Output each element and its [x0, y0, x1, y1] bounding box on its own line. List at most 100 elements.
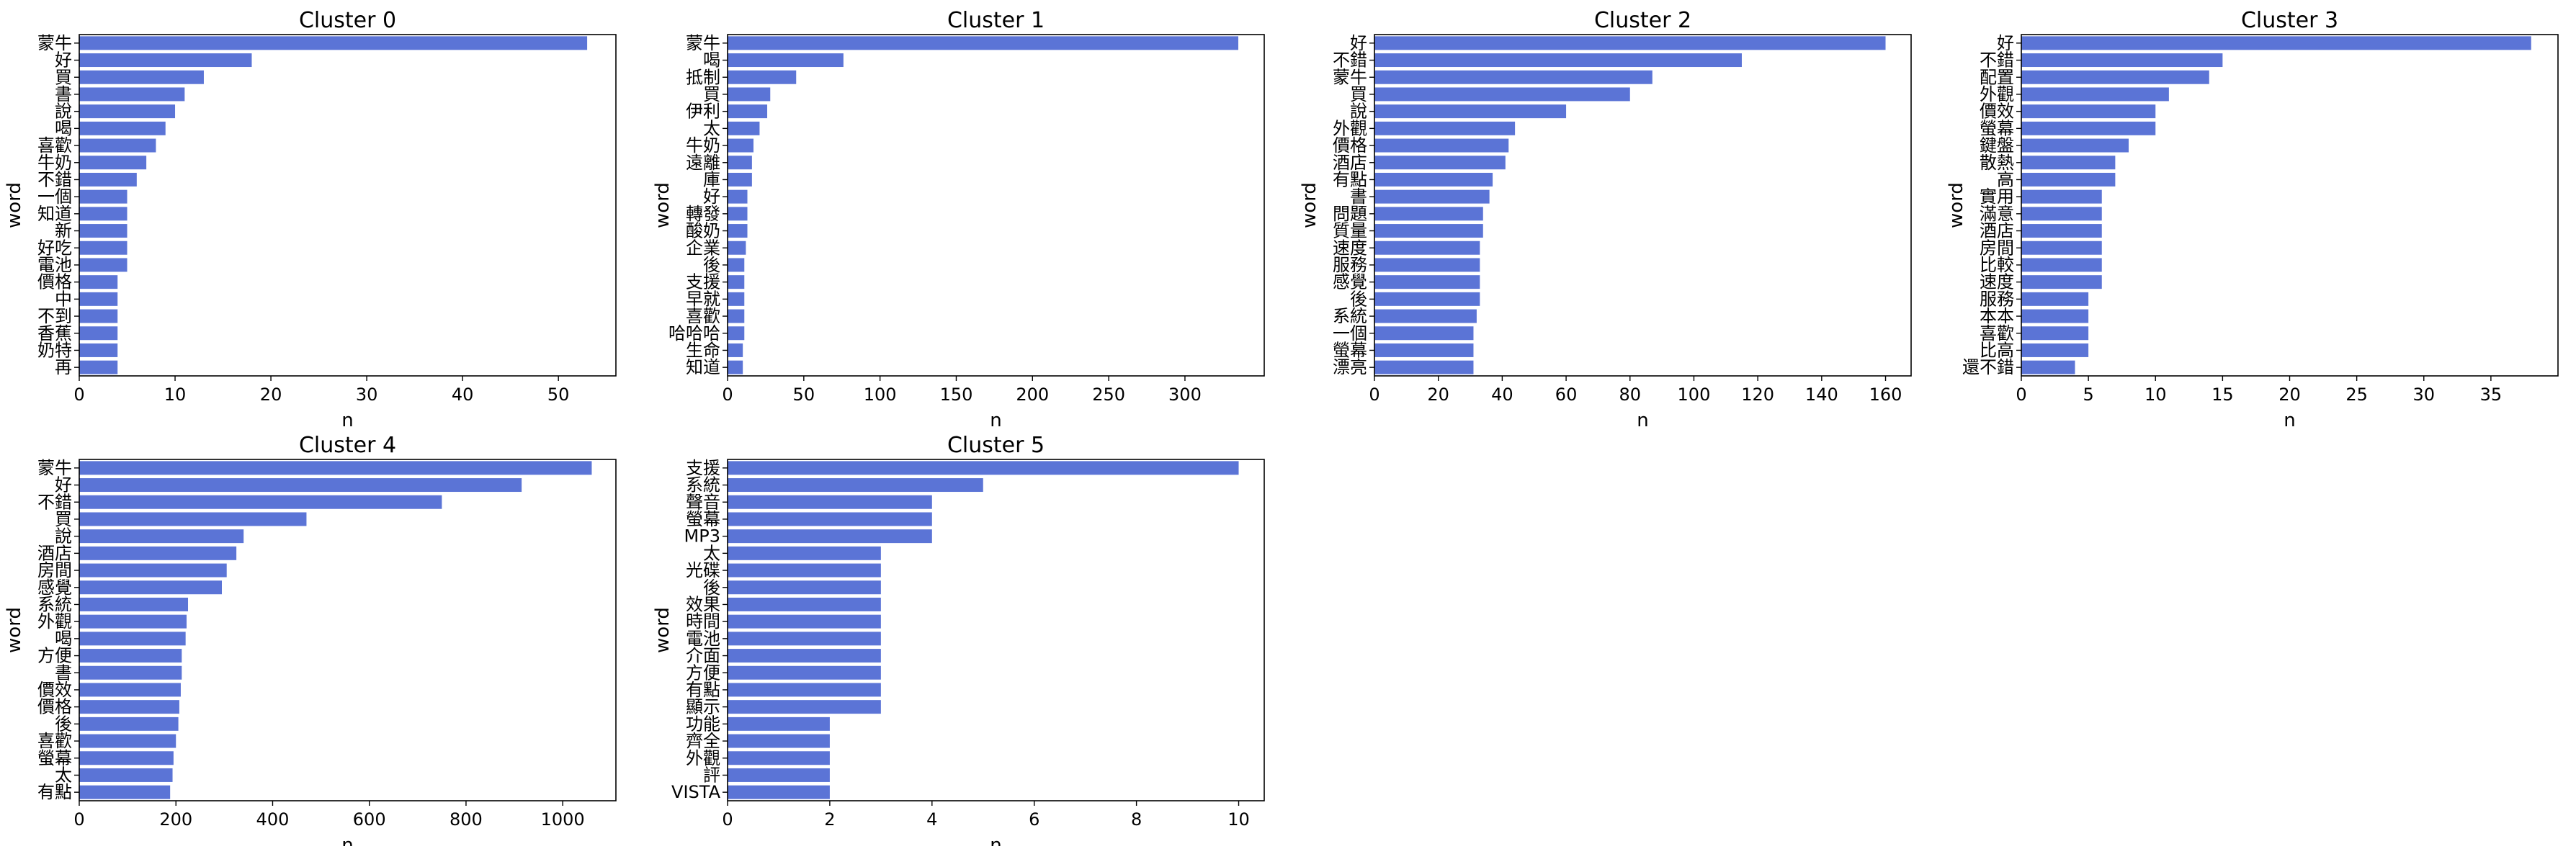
bar: [79, 563, 227, 578]
y-tick-label: 電池: [37, 255, 72, 275]
y-tick-label: 知道: [686, 357, 720, 377]
bar: [728, 717, 830, 731]
x-axis-label: n: [2284, 410, 2295, 431]
bar: [2021, 53, 2223, 68]
bar: [79, 326, 118, 341]
bar: [1374, 121, 1516, 135]
x-tick-label: 250: [1092, 385, 1125, 405]
bar: [2021, 343, 2089, 357]
x-tick-label: 140: [1805, 385, 1838, 405]
y-tick-label: 抵制: [686, 67, 720, 87]
bar: [728, 36, 1239, 50]
x-tick-label: 4: [926, 809, 937, 830]
y-tick-label: 外觀: [1333, 118, 1367, 138]
x-tick-label: 20: [1427, 385, 1449, 405]
y-tick-label: 後: [703, 255, 720, 275]
bar: [2021, 70, 2209, 84]
bar: [79, 275, 118, 289]
bar: [728, 87, 771, 102]
x-tick-label: 150: [940, 385, 973, 405]
x-tick-label: 10: [2145, 385, 2167, 405]
y-tick-label: 齊全: [686, 731, 720, 751]
y-tick-label: 生命: [686, 340, 720, 360]
bar: [79, 683, 181, 697]
y-tick-label: 價格: [1333, 135, 1367, 156]
y-tick-label: 感覺: [37, 578, 72, 598]
y-tick-label: 系統: [37, 594, 72, 614]
y-tick-label: 酸奶: [686, 221, 720, 241]
y-tick-label: 買: [55, 67, 72, 87]
bar: [79, 207, 128, 221]
y-tick-label: 香蕉: [37, 323, 72, 343]
y-tick-label: 價格: [37, 272, 72, 292]
x-tick-label: 0: [73, 385, 84, 405]
y-tick-label: 酒店: [37, 543, 72, 563]
y-tick-label: 庫: [703, 169, 720, 189]
bar: [1374, 224, 1483, 238]
x-tick-label: 120: [1741, 385, 1774, 405]
bar: [79, 478, 522, 493]
y-tick-label: 滿意: [1980, 204, 2014, 224]
bar: [79, 751, 174, 765]
y-tick-label: 不到: [37, 306, 72, 326]
bar: [728, 734, 830, 748]
y-tick-label: 太: [703, 543, 720, 563]
y-tick-label: 遠離: [686, 153, 720, 173]
y-tick-label: 高: [1997, 169, 2014, 189]
x-tick-label: 0: [1369, 385, 1379, 405]
bar: [79, 309, 118, 323]
bar: [728, 478, 983, 493]
y-tick-label: 好: [1997, 33, 2014, 53]
bar: [728, 614, 881, 629]
y-tick-label: 喝: [55, 118, 72, 138]
bar: [79, 546, 237, 560]
x-tick-label: 20: [260, 385, 282, 405]
y-tick-label: 漂亮: [1333, 357, 1367, 377]
x-tick-label: 100: [864, 385, 897, 405]
bar: [728, 53, 844, 68]
y-tick-label: 不錯: [37, 492, 72, 512]
chart-title: Cluster 5: [947, 433, 1045, 458]
y-tick-label: 牛奶: [37, 153, 72, 173]
bar: [728, 546, 881, 560]
y-tick-label: 比高: [1980, 340, 2014, 360]
chart-panel-2: Cluster 2 好不錯蒙牛買說外觀價格酒店有點書問題質量速度服務感覺後系統一個…: [1299, 8, 1912, 431]
y-tick-label: 書: [55, 662, 72, 683]
y-tick-label: 價格: [37, 697, 72, 717]
bar: [79, 512, 307, 526]
x-tick-label: 600: [353, 809, 386, 830]
x-axis-label: n: [990, 835, 1001, 846]
y-tick-label: 太: [55, 765, 72, 785]
y-tick-label: 蒙牛: [37, 458, 72, 478]
y-axis-label: word: [652, 182, 674, 228]
y-axis-label: word: [4, 182, 25, 228]
y-tick-label: 伊利: [686, 102, 720, 122]
bar: [79, 734, 176, 748]
y-tick-label: 書: [55, 84, 72, 104]
y-tick-label: 再: [55, 357, 72, 377]
x-tick-label: 25: [2345, 385, 2368, 405]
bar: [728, 768, 830, 782]
y-tick-label: 支援: [686, 272, 720, 292]
bar: [728, 580, 881, 595]
bar: [728, 649, 881, 663]
bar: [728, 512, 932, 526]
bar: [1374, 138, 1509, 153]
bar: [728, 224, 748, 238]
bar: [2021, 309, 2089, 323]
y-axis-label: word: [4, 607, 25, 653]
bar: [2021, 241, 2102, 255]
bar: [2021, 138, 2129, 153]
bar: [1374, 360, 1474, 374]
bar: [1374, 207, 1483, 221]
x-tick-label: 35: [2480, 385, 2503, 405]
chart-title: Cluster 0: [299, 8, 396, 33]
bar: [79, 665, 182, 680]
bar: [728, 241, 746, 255]
bar: [79, 360, 118, 374]
bar: [728, 138, 753, 153]
x-tick-label: 15: [2211, 385, 2234, 405]
bar: [79, 768, 173, 782]
